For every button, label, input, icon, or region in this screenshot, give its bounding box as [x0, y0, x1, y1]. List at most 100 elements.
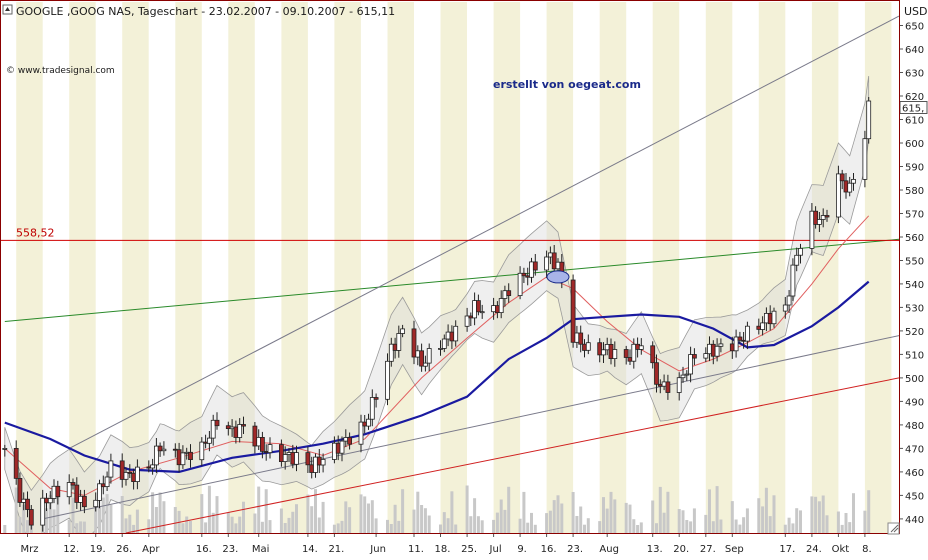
resize-grip-icon[interactable]	[887, 522, 900, 535]
candle-body	[358, 421, 364, 445]
volume-bar	[556, 495, 560, 533]
candle-body	[638, 345, 644, 350]
candle-body	[339, 440, 345, 454]
x-tick-label: 9.	[517, 544, 527, 555]
candle-body	[400, 328, 406, 334]
volume-bar	[321, 501, 325, 533]
volume-bar	[162, 501, 166, 533]
candle-body	[233, 426, 239, 438]
week-stripe	[652, 2, 680, 533]
candle-body	[676, 377, 682, 393]
x-tick-label: Okt	[832, 544, 850, 555]
volume-bar	[473, 498, 477, 533]
watermark: © www.tradesignal.com	[6, 66, 115, 76]
volume-bar	[242, 501, 245, 533]
y-tick-label: 590	[905, 163, 924, 174]
candle-body	[661, 381, 667, 387]
candle-body	[199, 441, 205, 461]
volume-bar	[120, 496, 124, 533]
candle-body	[237, 424, 243, 438]
volume-bar	[639, 522, 643, 533]
volume-bar	[522, 491, 526, 533]
chart-title: GOOGLE ,GOOG NAS, Tageschart - 23.02.200…	[16, 5, 395, 18]
trend-line	[4, 238, 899, 322]
x-tick-label: Jun	[369, 544, 386, 555]
volume-bar	[757, 498, 761, 533]
candle-body	[441, 338, 447, 349]
volume-bar	[848, 522, 852, 533]
menu-icon[interactable]	[2, 4, 13, 15]
level-line-label: 558,52	[16, 226, 55, 239]
x-tick-label: 11.	[408, 544, 424, 555]
volume-bar	[526, 522, 530, 533]
candle-body	[66, 482, 72, 498]
candle-body	[506, 290, 512, 297]
y-tick-label: 550	[905, 257, 924, 268]
candle-body	[798, 247, 803, 256]
y-tick-label: 630	[905, 69, 924, 80]
x-axis: Mrz 12. 19. 26. Apr 16. 23. Mai 14. 21. Jun 11. 18. 2…	[21, 533, 872, 555]
volume-bar	[22, 504, 26, 533]
volume-bar	[82, 521, 86, 533]
candle-body	[294, 452, 299, 465]
candle-body	[331, 442, 337, 460]
volume-bar	[704, 514, 708, 533]
candle-body	[385, 360, 390, 400]
y-tick-label: 560	[905, 233, 924, 244]
volume-bar	[287, 517, 291, 533]
candle-body	[388, 343, 394, 362]
volume-bar	[359, 494, 363, 533]
candle-body	[153, 445, 159, 466]
candle-body	[97, 483, 102, 501]
x-tick-label: Sep	[725, 544, 744, 555]
candle-body	[13, 447, 19, 479]
candle-body	[551, 252, 557, 270]
x-tick-label: Mai	[252, 544, 270, 555]
candle-body	[714, 345, 720, 357]
volume-bar	[689, 521, 693, 533]
candle-body	[612, 349, 618, 360]
candle-body	[70, 482, 76, 486]
x-tick-label: 8.	[862, 544, 872, 555]
candle-body	[475, 300, 481, 313]
volume-bar	[666, 491, 670, 533]
candle-body	[93, 499, 99, 508]
candle-body	[161, 448, 167, 452]
trend-lines	[4, 15, 899, 533]
candle-body	[771, 310, 777, 325]
volume-bar	[389, 524, 393, 533]
week-stripe	[387, 2, 414, 533]
candle-body	[366, 418, 371, 427]
volume-bar	[412, 509, 416, 533]
volume-bar	[602, 497, 605, 533]
y-tick-label: 580	[905, 186, 924, 197]
candle-body	[214, 419, 220, 427]
candle-body	[737, 336, 743, 341]
volume-bar	[310, 506, 314, 533]
volume-bar	[257, 486, 261, 533]
candle-body	[146, 466, 152, 469]
volume-bar	[738, 524, 742, 533]
x-tick-label: 20.	[673, 544, 689, 555]
x-tick-label: 16.	[196, 544, 212, 555]
level-line: 558,52	[1, 226, 899, 241]
volume-bar	[230, 516, 234, 533]
volume-bar	[154, 507, 158, 533]
candle-body	[468, 315, 474, 319]
y-tick-label: 650	[905, 22, 924, 33]
candle-body	[267, 444, 273, 454]
candle-body	[813, 210, 818, 225]
x-tick-label: 12.	[63, 544, 79, 555]
y-axis: 440 450 460 470 480 490 500 510 520 530 540 550 560 5…	[899, 22, 928, 526]
candle-body	[55, 485, 61, 498]
currency-label: USD	[904, 5, 928, 18]
volume-bar	[730, 501, 734, 533]
volume-bar	[469, 516, 473, 533]
x-tick-label: 17.	[779, 544, 795, 555]
volume-bar	[825, 515, 829, 533]
candle-body	[415, 350, 421, 358]
volume-bar	[238, 516, 242, 533]
volume-bar	[450, 491, 454, 533]
volume-bar	[207, 485, 211, 533]
y-tick-label: 470	[905, 444, 924, 455]
